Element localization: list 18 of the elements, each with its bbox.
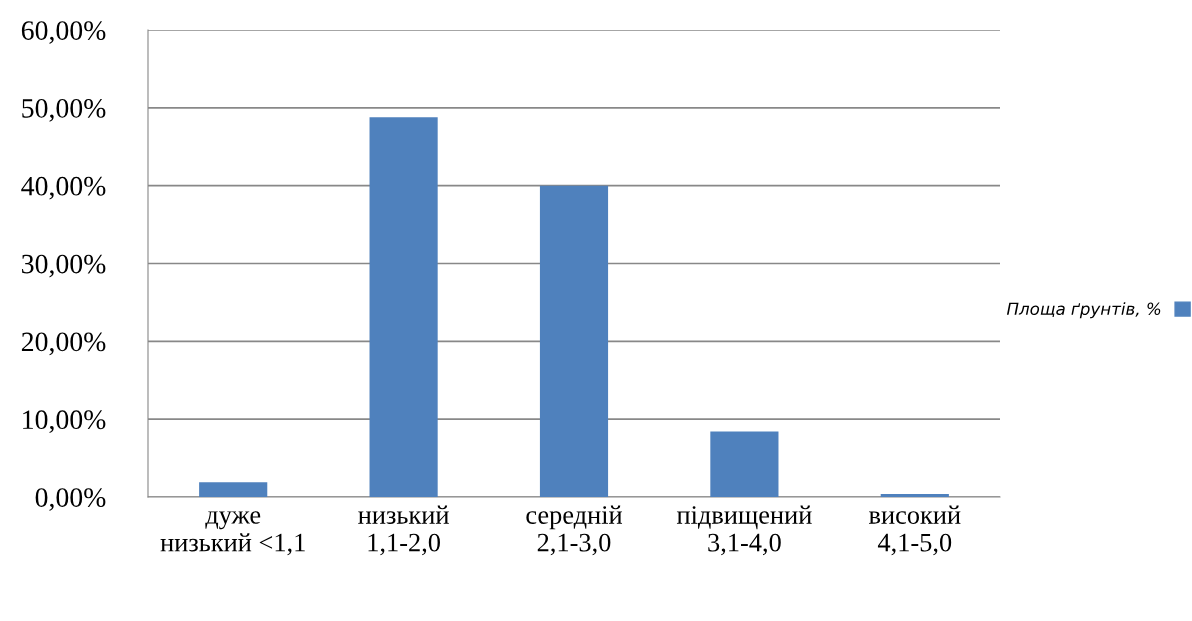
bar bbox=[369, 117, 438, 497]
x-tick-label: високий 4,1-5,0 bbox=[869, 505, 961, 556]
y-tick-label: 10,00% bbox=[23, 410, 106, 434]
bar bbox=[539, 185, 609, 497]
y-tick-label: 60,00% bbox=[21, 21, 106, 44]
y-tick-label: 50,00% bbox=[22, 99, 106, 122]
x-tick-label: середній 2,1-3,0 bbox=[526, 505, 623, 556]
x-tick-label: низький 1,1-2,0 bbox=[358, 505, 449, 556]
y-tick-label: 20,00% bbox=[21, 332, 106, 356]
y-tick-label: 40,00% bbox=[21, 176, 106, 200]
legend-label: Площа ґрунтів, % bbox=[1006, 302, 1161, 319]
bar bbox=[710, 431, 779, 497]
x-tick-label: дуже низький <1,1 bbox=[160, 511, 305, 556]
y-tick-label: 30,00% bbox=[22, 254, 106, 278]
bar bbox=[880, 493, 949, 497]
bar bbox=[199, 482, 268, 497]
x-tick-label: підвищений 3,1-4,0 bbox=[676, 505, 812, 556]
y-tick-label: 0,00% bbox=[35, 488, 106, 511]
